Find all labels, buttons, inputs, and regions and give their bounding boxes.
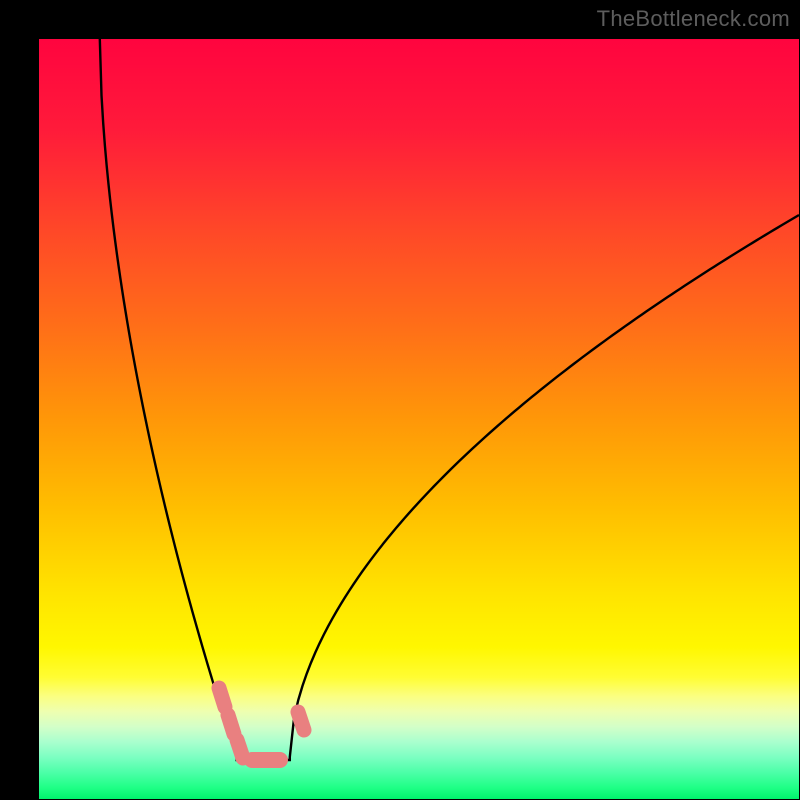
marker-segment [228,715,234,734]
gradient-background [39,39,799,799]
marker-segment [219,688,225,707]
marker-segment [237,740,243,758]
watermark-label: TheBottleneck.com [597,6,790,32]
bottleneck-chart [0,0,800,800]
marker-segment [298,712,304,730]
